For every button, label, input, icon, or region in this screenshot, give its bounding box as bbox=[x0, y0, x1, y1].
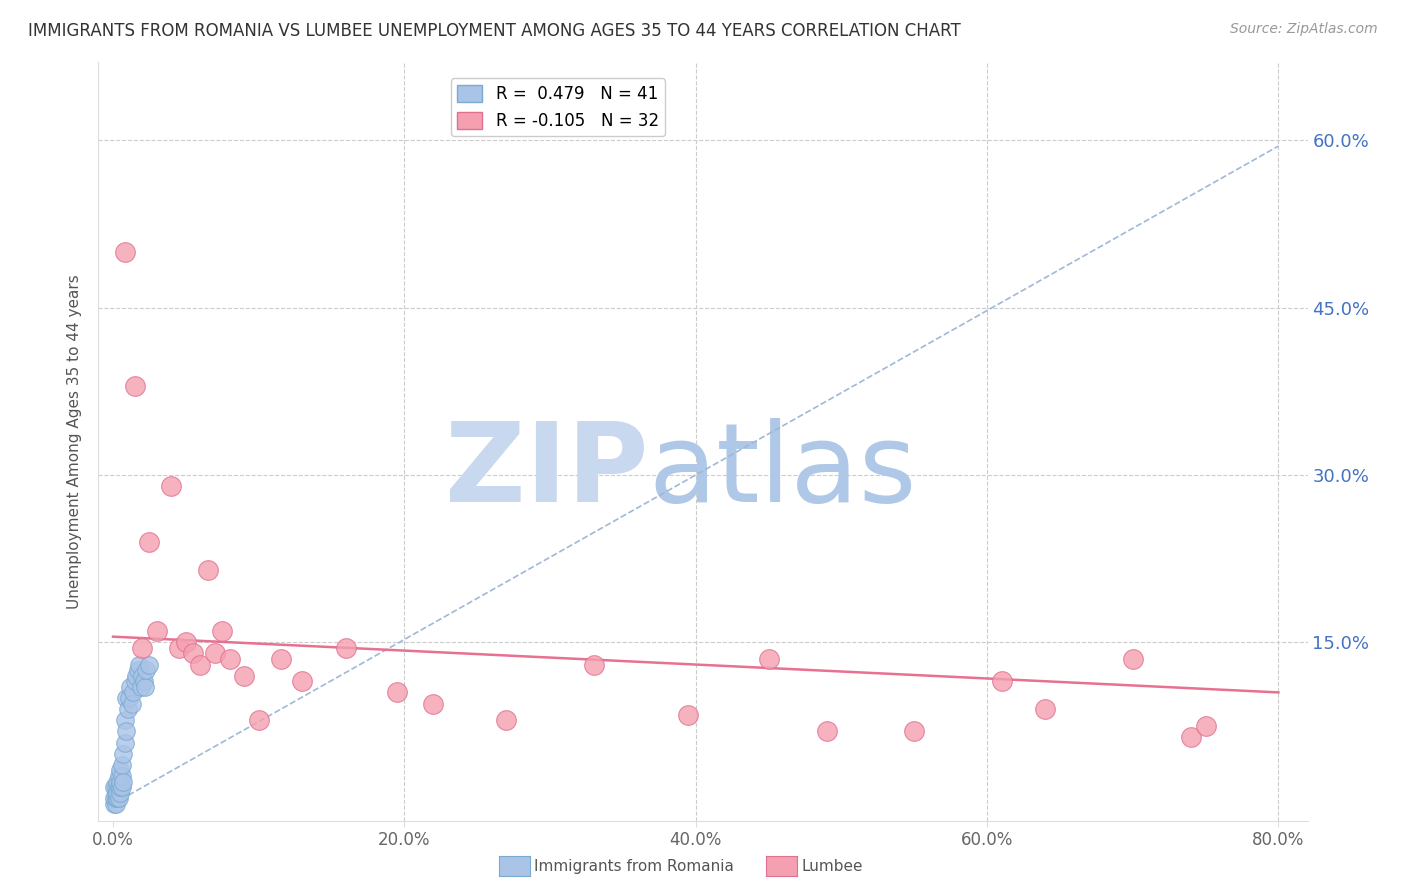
Point bbox=[120, 680, 142, 694]
Point bbox=[104, 791, 127, 805]
Point bbox=[114, 714, 136, 728]
Point bbox=[122, 685, 145, 699]
Point bbox=[115, 724, 138, 739]
Point bbox=[124, 674, 146, 689]
Point bbox=[1194, 719, 1216, 733]
Point bbox=[121, 697, 143, 711]
Point bbox=[114, 244, 136, 259]
Point bbox=[138, 535, 160, 549]
Point bbox=[903, 724, 925, 739]
Point bbox=[124, 378, 146, 392]
Point bbox=[104, 786, 127, 800]
Point bbox=[108, 780, 131, 795]
Point bbox=[190, 657, 212, 672]
Point bbox=[335, 640, 357, 655]
Point bbox=[1122, 652, 1144, 666]
Text: Immigrants from Romania: Immigrants from Romania bbox=[534, 859, 734, 873]
Point bbox=[127, 663, 149, 677]
Point bbox=[247, 714, 270, 728]
Point bbox=[495, 714, 517, 728]
Point bbox=[110, 764, 132, 778]
Point bbox=[110, 780, 132, 795]
Point bbox=[118, 690, 141, 705]
Y-axis label: Unemployment Among Ages 35 to 44 years: Unemployment Among Ages 35 to 44 years bbox=[67, 274, 83, 609]
Legend: R =  0.479   N = 41, R = -0.105   N = 32: R = 0.479 N = 41, R = -0.105 N = 32 bbox=[450, 78, 665, 136]
Point bbox=[990, 674, 1012, 689]
Point bbox=[103, 791, 125, 805]
Point bbox=[105, 791, 128, 805]
Text: Lumbee: Lumbee bbox=[801, 859, 863, 873]
Point bbox=[145, 624, 167, 639]
Point bbox=[111, 758, 134, 772]
Point bbox=[134, 680, 156, 694]
Point bbox=[129, 680, 152, 694]
Point bbox=[108, 769, 131, 783]
Point bbox=[204, 646, 226, 660]
Text: IMMIGRANTS FROM ROMANIA VS LUMBEE UNEMPLOYMENT AMONG AGES 35 TO 44 YEARS CORRELA: IMMIGRANTS FROM ROMANIA VS LUMBEE UNEMPL… bbox=[28, 22, 960, 40]
Point bbox=[233, 669, 256, 683]
Point bbox=[174, 635, 197, 649]
Point bbox=[291, 674, 314, 689]
Point bbox=[110, 786, 132, 800]
Point bbox=[582, 657, 605, 672]
Point bbox=[103, 797, 125, 811]
Point bbox=[211, 624, 233, 639]
Point bbox=[125, 669, 148, 683]
Text: atlas: atlas bbox=[648, 418, 917, 525]
Point bbox=[815, 724, 838, 739]
Text: ZIP: ZIP bbox=[446, 418, 648, 525]
Point bbox=[111, 769, 134, 783]
Point bbox=[105, 774, 128, 789]
Point bbox=[167, 640, 190, 655]
Point bbox=[138, 657, 160, 672]
Point bbox=[132, 674, 155, 689]
Point bbox=[385, 685, 408, 699]
Point bbox=[270, 652, 292, 666]
Point bbox=[131, 640, 153, 655]
Point bbox=[114, 735, 136, 749]
Point bbox=[1180, 730, 1202, 744]
Point bbox=[1033, 702, 1056, 716]
Point bbox=[131, 669, 153, 683]
Point bbox=[112, 747, 135, 761]
Point bbox=[111, 780, 134, 795]
Text: Source: ZipAtlas.com: Source: ZipAtlas.com bbox=[1230, 22, 1378, 37]
Point bbox=[422, 697, 444, 711]
Point bbox=[105, 786, 128, 800]
Point bbox=[104, 797, 127, 811]
Point bbox=[103, 780, 125, 795]
Point bbox=[758, 652, 780, 666]
Point bbox=[135, 663, 157, 677]
Point bbox=[104, 780, 127, 795]
Point bbox=[115, 690, 138, 705]
Point bbox=[678, 707, 700, 722]
Point bbox=[117, 702, 139, 716]
Point bbox=[112, 774, 135, 789]
Point bbox=[218, 652, 240, 666]
Point bbox=[110, 774, 132, 789]
Point bbox=[108, 791, 131, 805]
Point bbox=[160, 479, 183, 493]
Point bbox=[181, 646, 204, 660]
Point bbox=[197, 563, 219, 577]
Point bbox=[128, 657, 150, 672]
